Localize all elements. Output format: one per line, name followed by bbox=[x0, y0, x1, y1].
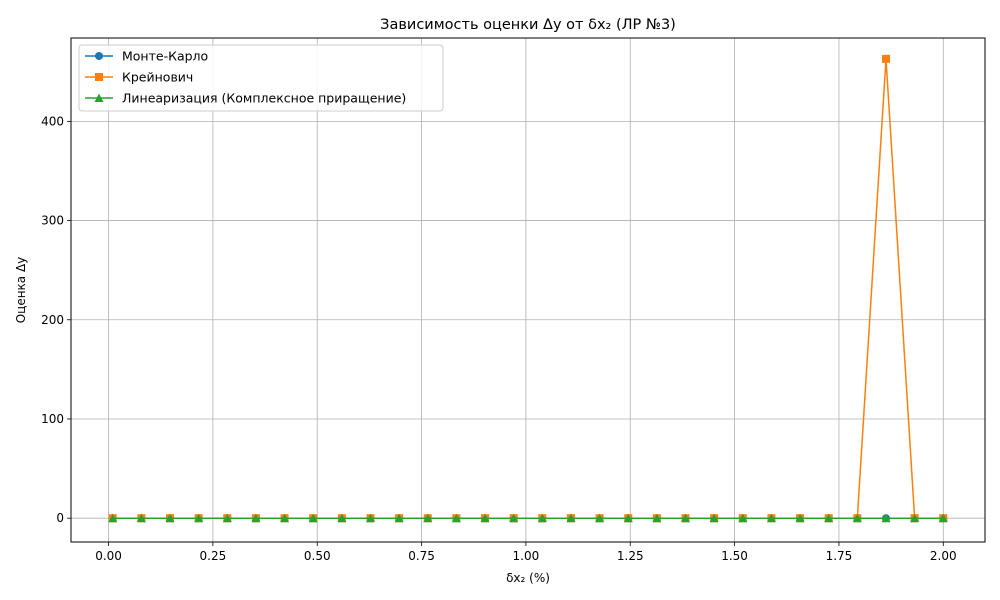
y-axis-label: Оценка Δy bbox=[14, 257, 28, 324]
data-point bbox=[394, 513, 404, 523]
data-point bbox=[280, 513, 290, 523]
data-point bbox=[365, 513, 375, 523]
legend-item: Крейнович bbox=[85, 70, 193, 85]
series-layer bbox=[108, 54, 948, 523]
data-point bbox=[165, 513, 175, 523]
legend-label: Монте-Карло bbox=[122, 49, 208, 64]
data-point bbox=[938, 513, 948, 523]
data-point bbox=[623, 513, 633, 523]
data-point bbox=[251, 513, 261, 523]
series-3 bbox=[108, 513, 948, 523]
x-tick-label: 0.75 bbox=[408, 549, 435, 563]
legend-item: Монте-Карло bbox=[85, 49, 208, 64]
x-tick-label: 0.25 bbox=[200, 549, 227, 563]
x-tick-label: 0.00 bbox=[95, 549, 122, 563]
y-tick-label: 400 bbox=[41, 114, 64, 128]
data-point bbox=[222, 513, 232, 523]
data-point bbox=[882, 54, 891, 63]
data-point bbox=[681, 513, 691, 523]
y-tick-label: 300 bbox=[41, 214, 64, 228]
legend-marker bbox=[95, 73, 103, 81]
data-point bbox=[766, 513, 776, 523]
data-point bbox=[824, 513, 834, 523]
data-point bbox=[595, 513, 605, 523]
data-point bbox=[108, 513, 118, 523]
data-point bbox=[537, 513, 547, 523]
x-tick-label: 1.75 bbox=[826, 549, 853, 563]
legend-box bbox=[78, 44, 444, 112]
legend-item: Линеаризация (Комплексное приращение) bbox=[85, 91, 406, 106]
x-tick-label: 1.50 bbox=[721, 549, 748, 563]
data-point bbox=[795, 513, 805, 523]
x-tick-label: 1.00 bbox=[513, 549, 540, 563]
legend-marker bbox=[94, 93, 104, 102]
x-tick-label: 2.00 bbox=[930, 549, 957, 563]
x-tick-label: 1.25 bbox=[617, 549, 644, 563]
data-point bbox=[451, 513, 461, 523]
legend: Монте-Карло Крейнович Линеаризация (Компле… bbox=[78, 44, 444, 112]
data-point bbox=[136, 513, 146, 523]
data-point bbox=[652, 513, 662, 523]
plot-frame bbox=[70, 37, 986, 543]
data-point bbox=[881, 513, 891, 523]
data-point bbox=[566, 513, 576, 523]
data-point bbox=[852, 513, 862, 523]
y-tick-label: 100 bbox=[41, 412, 64, 426]
legend-label: Крейнович bbox=[122, 70, 193, 85]
y-tick-label: 0 bbox=[56, 511, 64, 525]
data-point bbox=[738, 513, 748, 523]
chart-title: Зависимость оценки Δy от δx₂ (ЛР №3) bbox=[380, 17, 676, 33]
data-point bbox=[480, 513, 490, 523]
data-point bbox=[308, 513, 318, 523]
data-point bbox=[910, 513, 920, 523]
legend-marker bbox=[95, 52, 103, 60]
y-axis: 0 100 200 300 400 bbox=[41, 114, 71, 525]
legend-label: Линеаризация (Комплексное приращение) bbox=[122, 91, 406, 106]
x-tick-label: 0.50 bbox=[304, 549, 331, 563]
y-tick-label: 200 bbox=[41, 313, 64, 327]
data-point bbox=[337, 513, 347, 523]
data-point bbox=[509, 513, 519, 523]
x-axis: 0.00 0.25 0.50 0.75 1.00 1.25 1.50 1.75 2.00 bbox=[95, 542, 957, 563]
data-point bbox=[194, 513, 204, 523]
data-point bbox=[709, 513, 719, 523]
x-axis-label: δx₂ (%) bbox=[506, 571, 550, 585]
data-point bbox=[423, 513, 433, 523]
